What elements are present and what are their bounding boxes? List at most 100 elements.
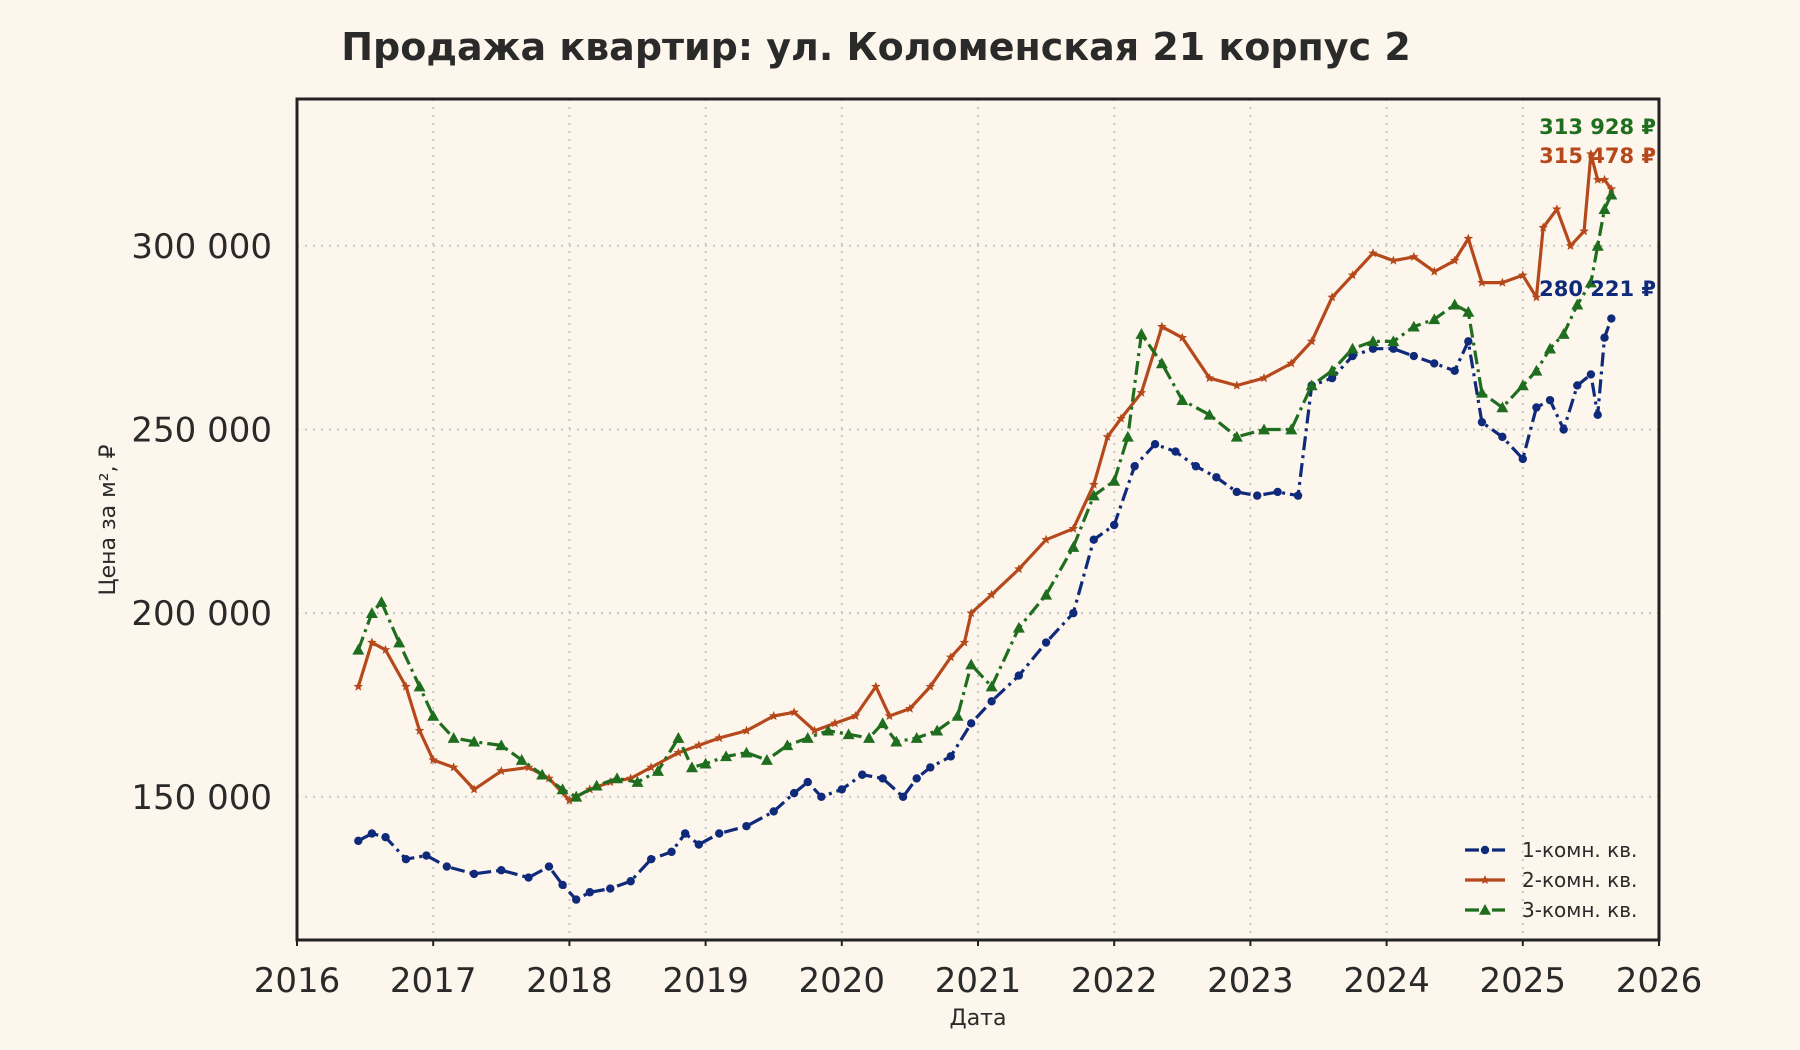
series-marker [1448, 298, 1461, 310]
series-marker [1409, 351, 1419, 361]
series-marker [590, 779, 603, 791]
y-axis-label: Цена за м², ₽ [96, 444, 121, 595]
x-tick-label: 2026 [1616, 961, 1703, 1001]
series-marker [1450, 366, 1459, 375]
series-marker [910, 732, 923, 743]
series-marker [1477, 277, 1487, 287]
series-marker [742, 821, 751, 831]
series-marker [1409, 251, 1419, 261]
series-marker [1014, 671, 1024, 680]
series-marker [685, 761, 698, 773]
series-marker [1464, 337, 1473, 346]
series-marker [646, 855, 656, 864]
series-marker [1102, 431, 1113, 441]
series-marker [699, 757, 712, 769]
series-marker [536, 768, 549, 780]
series-marker [809, 725, 820, 735]
series-marker [564, 795, 575, 805]
series-marker [468, 735, 481, 747]
series-marker [1584, 276, 1597, 288]
series-end-label: 315 478 ₽ [1539, 144, 1656, 168]
series-marker [447, 732, 460, 743]
legend-entry-label: 3-комн. кв. [1522, 898, 1637, 922]
series-marker [912, 774, 921, 783]
series-marker [1598, 203, 1611, 214]
series-marker [667, 847, 676, 857]
x-tick-label: 2020 [799, 961, 886, 1001]
series-marker [1389, 344, 1398, 353]
series-marker [1285, 423, 1298, 435]
series-marker [367, 637, 377, 647]
series-marker [1040, 588, 1053, 600]
series-marker [1068, 523, 1079, 533]
series-marker [1212, 473, 1221, 482]
legend-entry-label: 1-комн. кв. [1522, 838, 1637, 862]
series-marker [1259, 373, 1269, 383]
legend-entry-label: 2-комн. кв. [1522, 868, 1637, 892]
series-marker [1258, 423, 1271, 435]
series-marker [1552, 204, 1562, 214]
series-2 [353, 149, 1617, 805]
series-marker [1155, 357, 1168, 369]
series-marker [365, 607, 378, 618]
series-marker [1041, 534, 1051, 544]
series-marker [1150, 440, 1160, 449]
series-marker [1327, 292, 1337, 302]
series-marker [720, 750, 733, 762]
x-tick-label: 2022 [1071, 961, 1158, 1001]
series-marker [1121, 430, 1134, 442]
series-marker [1136, 387, 1147, 397]
series-marker [1326, 364, 1339, 376]
series-marker [760, 754, 773, 765]
series-marker [789, 707, 799, 717]
series-marker [1089, 479, 1099, 489]
series-marker [1593, 410, 1602, 420]
series-marker [1475, 386, 1488, 398]
series-marker [946, 752, 955, 761]
series-layer [352, 149, 1618, 904]
series-marker [1067, 541, 1080, 552]
series-marker [1557, 328, 1570, 339]
series-marker [523, 762, 534, 772]
series-marker [1157, 321, 1167, 331]
series-marker [837, 785, 846, 794]
series-marker [694, 740, 704, 750]
series-marker [1462, 306, 1475, 317]
series-marker [817, 792, 826, 801]
series-marker [1286, 358, 1296, 368]
series-marker [1407, 320, 1420, 332]
series-marker [966, 608, 976, 618]
y-tick-label: 250 000 [131, 411, 272, 451]
series-marker [448, 762, 459, 772]
series-marker [413, 680, 426, 692]
series-marker [1565, 240, 1576, 250]
series-marker [1387, 335, 1400, 347]
series-marker [740, 746, 753, 758]
series-marker [585, 888, 595, 897]
series-marker [393, 636, 406, 648]
series-marker [741, 725, 752, 735]
series-marker [1253, 491, 1262, 500]
series-marker [1607, 314, 1616, 323]
series-marker [524, 873, 533, 882]
series-marker [714, 733, 724, 743]
series-marker [1516, 379, 1529, 391]
series-marker [1203, 408, 1216, 420]
x-tick-label: 2021 [935, 961, 1022, 1001]
series-marker [544, 862, 554, 871]
series-marker [469, 869, 479, 879]
series-marker [1346, 342, 1359, 354]
series-marker [1014, 564, 1024, 574]
series-marker [1479, 904, 1491, 915]
series-marker [496, 766, 507, 776]
series-marker [1606, 184, 1617, 194]
series-marker [497, 866, 506, 875]
x-axis-label: Дата [950, 1006, 1007, 1031]
series-end-label: 280 221 ₽ [1539, 277, 1656, 301]
series-marker [871, 681, 881, 691]
series-marker [966, 719, 976, 728]
series-marker [858, 770, 867, 779]
series-1 [354, 314, 1616, 904]
series-marker [1545, 395, 1555, 405]
